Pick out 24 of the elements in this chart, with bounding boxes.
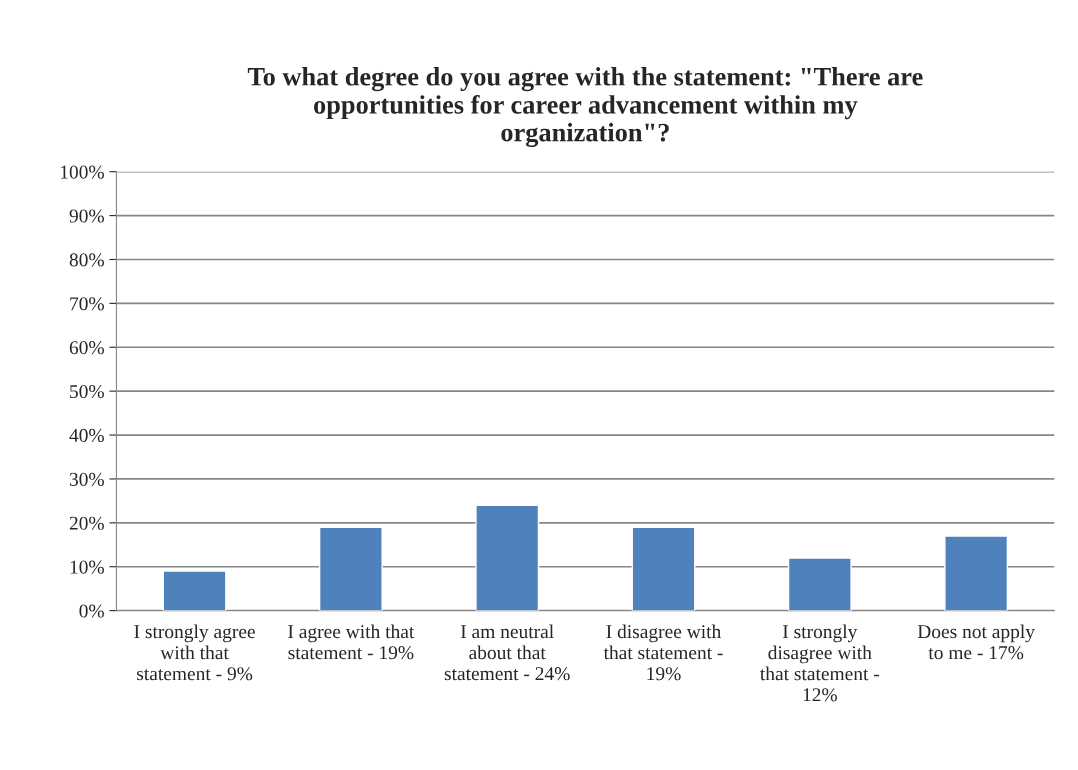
chart-title: To what degree do you agree with the statement: "There are opportunities for career advancement within my organization"? — [247, 67, 923, 147]
y-tick-label: 70% — [70, 297, 104, 311]
y-tick-label: 60% — [69, 341, 104, 355]
x-tick-label: I agree with that statement - 19% — [288, 624, 415, 660]
x-tick-label: I disagree with that statement - 19% — [603, 624, 723, 681]
x-tick-label: I strongly disagree with that statement - 12% — [760, 624, 880, 702]
y-tick-label: 40% — [69, 428, 104, 443]
y-tick-label: 20% — [69, 516, 104, 530]
bar — [631, 526, 696, 611]
x-tick-label: I am neutral about that statement - 24% — [444, 624, 570, 681]
y-tick-label: 90% — [69, 209, 104, 223]
bar — [162, 570, 227, 611]
x-tick-label: Does not apply to me - 17% — [917, 624, 1035, 660]
y-tick-label: 0% — [79, 604, 104, 618]
bar — [475, 504, 540, 611]
y-tick-label: 50% — [70, 384, 104, 399]
y-tick-label: 10% — [70, 560, 104, 574]
bar — [318, 526, 383, 611]
y-tick-label: 30% — [69, 472, 104, 486]
bar — [787, 557, 852, 611]
y-tick-label: 80% — [69, 253, 104, 267]
x-tick-label: I strongly agree with that statement - 9% — [134, 624, 255, 681]
bar — [944, 535, 1009, 611]
y-tick-label: 100% — [60, 165, 104, 179]
